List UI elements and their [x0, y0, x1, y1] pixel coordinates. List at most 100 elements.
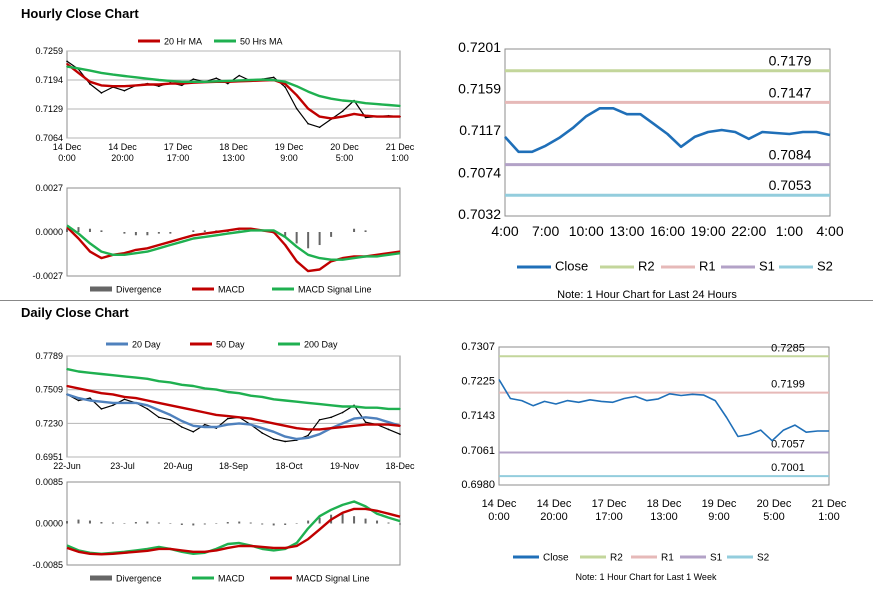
data-point	[307, 428, 309, 431]
x-tick-label: 19:00	[691, 223, 726, 239]
data-point	[112, 73, 114, 76]
data-point	[272, 79, 275, 81]
data-point	[387, 421, 390, 423]
x-tick-label: 17:00	[167, 153, 190, 163]
x-tick-label: 21 Dec	[386, 142, 415, 152]
chart-note: Note: 1 Hour Chart for Last 1 Week	[576, 572, 717, 582]
data-point	[226, 80, 229, 82]
data-point	[169, 80, 172, 82]
series-line-close	[66, 60, 401, 128]
x-tick-label: 22-Jun	[53, 461, 81, 471]
data-point	[181, 420, 183, 422]
data-point	[272, 422, 275, 425]
data-point	[100, 84, 103, 87]
data-point	[376, 406, 378, 409]
data-point	[284, 424, 286, 427]
data-point	[181, 80, 183, 83]
data-point	[203, 426, 206, 428]
y-tick-label: 0.7117	[459, 122, 501, 138]
data-point	[295, 85, 298, 88]
y-tick-label: -0.0085	[32, 560, 63, 570]
data-point	[146, 399, 149, 402]
data-point	[77, 397, 80, 399]
data-point	[284, 435, 286, 438]
data-point	[112, 404, 114, 407]
data-point	[353, 100, 355, 103]
data-point	[318, 95, 321, 97]
data-point	[135, 376, 137, 379]
x-tick-label: 19 Dec	[702, 498, 737, 510]
data-point	[123, 396, 126, 398]
data-point	[192, 80, 195, 83]
y-tick-label: 0.7509	[35, 385, 63, 395]
x-tick-label: 22:00	[731, 223, 766, 239]
data-point	[169, 381, 172, 384]
level-label-s2: 0.7053	[769, 177, 812, 193]
data-point	[112, 393, 114, 396]
data-point	[341, 426, 344, 428]
x-tick-label: 0:00	[58, 153, 76, 163]
legend-label: 20 Day	[132, 340, 161, 350]
data-point	[341, 405, 344, 408]
series-line-close	[504, 107, 831, 154]
data-point	[307, 402, 309, 404]
hourly-macd-chart: -0.0027 0.0000 0.0027 Divergence MACD MACD Si…	[32, 183, 401, 295]
data-point	[295, 400, 298, 403]
x-tick-label: 20:00	[540, 511, 568, 523]
data-point	[215, 388, 218, 391]
y-tick-label: 0.7225	[461, 376, 495, 388]
plot-frame	[66, 50, 401, 139]
data-point	[158, 380, 160, 382]
data-point	[376, 417, 378, 420]
data-point	[89, 399, 91, 402]
data-point	[135, 76, 137, 79]
data-point	[77, 399, 80, 402]
data-point	[100, 392, 103, 395]
data-point	[284, 86, 286, 88]
data-point	[272, 76, 275, 79]
data-point	[364, 116, 367, 119]
x-tick-label: 17 Dec	[164, 142, 193, 152]
legend-label: 20 Hr MA	[164, 37, 202, 47]
data-point	[89, 397, 91, 399]
data-point	[66, 393, 68, 396]
y-tick-label: 0.6951	[35, 452, 63, 462]
data-point	[215, 426, 218, 428]
level-label-r1: 0.7199	[771, 379, 805, 391]
plot-frame	[498, 346, 830, 486]
x-tick-label: 16:00	[650, 223, 685, 239]
legend-label: R1	[661, 553, 674, 564]
data-point	[387, 423, 390, 426]
legend-label: R2	[610, 553, 623, 564]
y-tick-label: 0.0027	[35, 183, 63, 193]
data-point	[77, 67, 80, 70]
data-point	[261, 427, 264, 429]
data-point	[364, 102, 367, 104]
data-point	[169, 418, 172, 421]
data-point	[192, 431, 195, 433]
data-point	[123, 402, 126, 404]
plot-frame	[504, 48, 831, 217]
data-point	[146, 77, 149, 80]
data-point	[387, 428, 390, 431]
legend-label: S1	[710, 553, 723, 564]
data-point	[376, 115, 378, 118]
data-point	[353, 113, 355, 115]
data-point	[387, 115, 390, 118]
data-point	[341, 99, 344, 102]
data-point	[226, 415, 229, 417]
data-point	[203, 411, 206, 414]
data-point	[387, 104, 390, 106]
data-point	[77, 72, 80, 74]
x-tick-label: 20-Aug	[163, 461, 192, 471]
data-point	[261, 420, 264, 422]
data-point	[341, 411, 344, 414]
data-point	[226, 423, 229, 426]
data-point	[226, 82, 229, 85]
data-point	[169, 82, 172, 85]
data-point	[249, 394, 252, 397]
data-point	[399, 105, 401, 107]
level-label-s1: 0.7084	[769, 147, 812, 163]
y-tick-label: 0.7129	[35, 104, 63, 114]
x-tick-label: 18-Dec	[385, 461, 415, 471]
